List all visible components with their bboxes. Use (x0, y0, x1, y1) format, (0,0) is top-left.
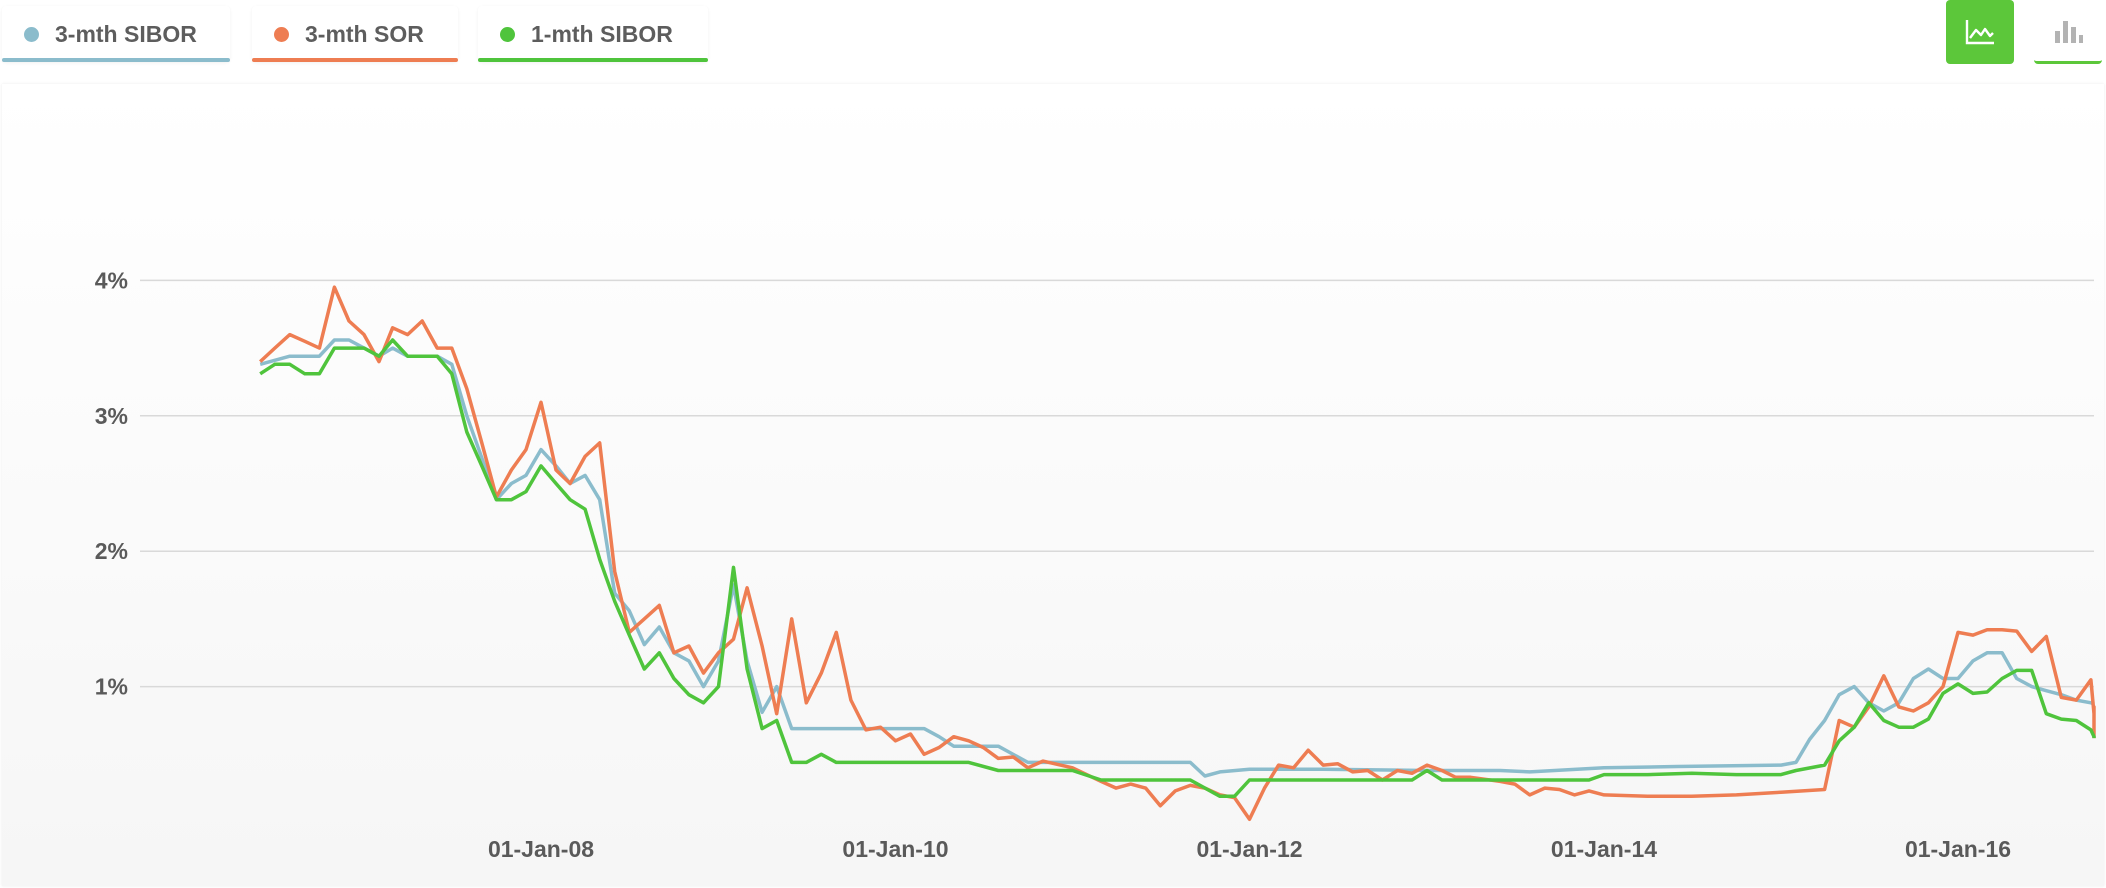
x-tick-label: 01-Jan-14 (1551, 836, 1657, 862)
bar-chart-icon (2055, 20, 2083, 43)
legend-label: 3-mth SOR (305, 20, 424, 47)
legend-underline (2, 58, 230, 62)
y-tick-label: 4% (95, 267, 128, 293)
y-tick-label: 3% (95, 403, 128, 429)
series-lines (259, 285, 2096, 822)
x-tick-label: 01-Jan-12 (1196, 836, 1302, 862)
legend-item-3mth-sor[interactable]: 3-mth SOR (252, 6, 458, 62)
series-dot-icon (24, 26, 39, 42)
series-line-3-mth-sibor[interactable] (259, 338, 2095, 778)
chart-panel (2, 84, 2104, 886)
y-tick-label: 1% (95, 674, 128, 700)
series-line-1-mth-sibor[interactable] (259, 338, 2096, 799)
x-tick-label: 01-Jan-08 (488, 836, 594, 862)
legend-item-3mth-sibor[interactable]: 3-mth SIBOR (2, 6, 230, 62)
series-dot-icon (500, 26, 515, 42)
legend-item-1mth-sibor[interactable]: 1-mth SIBOR (478, 6, 708, 62)
x-tick-label: 01-Jan-16 (1905, 836, 2011, 862)
series-line-3-mth-sor[interactable] (259, 285, 2096, 822)
legend-underline (252, 58, 458, 62)
line-chart-toggle-button[interactable] (1946, 0, 2014, 64)
x-tick-label: 01-Jan-10 (842, 836, 948, 862)
y-axis-labels: 1% 2% 3% 4% (95, 267, 128, 699)
x-axis-labels: 01-Jan-08 01-Jan-10 01-Jan-12 01-Jan-14 01-J… (488, 836, 2011, 862)
y-tick-label: 2% (95, 538, 128, 564)
legend: 3-mth SIBOR 3-mth SOR 1-mth SIBOR (0, 0, 2106, 66)
legend-label: 3-mth SIBOR (55, 20, 197, 47)
bar-chart-toggle-button[interactable] (2034, 0, 2102, 64)
legend-underline (478, 58, 708, 62)
legend-label: 1-mth SIBOR (531, 20, 673, 47)
series-dot-icon (274, 26, 289, 42)
line-chart-icon (1965, 20, 1994, 45)
